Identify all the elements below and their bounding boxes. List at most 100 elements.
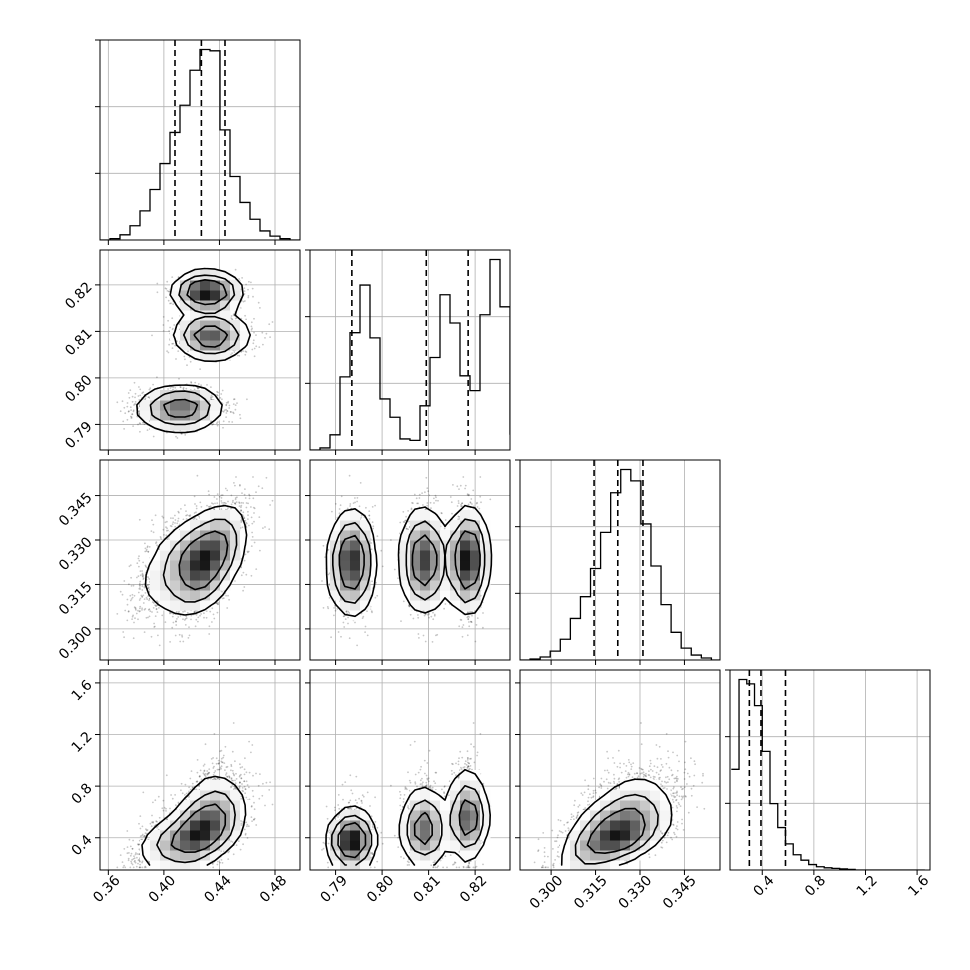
scatter-point bbox=[217, 391, 220, 394]
density-cell bbox=[170, 400, 181, 411]
density-cell bbox=[190, 310, 201, 321]
density-cell bbox=[180, 400, 191, 411]
density-cell bbox=[190, 420, 201, 431]
scatter-point bbox=[248, 280, 250, 283]
histogram-bin bbox=[180, 105, 190, 240]
scatter-point bbox=[234, 408, 237, 411]
scatter-point bbox=[132, 410, 135, 413]
scatter-point bbox=[137, 423, 139, 426]
scatter-point bbox=[232, 412, 235, 415]
scatter-point bbox=[225, 416, 228, 418]
histogram-bin bbox=[210, 51, 220, 240]
scatter-point bbox=[145, 565, 147, 568]
density-cell bbox=[170, 290, 181, 301]
density-cell bbox=[180, 280, 191, 291]
scatter-point bbox=[261, 331, 264, 334]
scatter-point bbox=[190, 381, 193, 384]
contours bbox=[136, 267, 251, 434]
scatter-point bbox=[231, 318, 233, 320]
scatter-point bbox=[221, 389, 224, 392]
scatter-point bbox=[175, 610, 178, 613]
scatter-point bbox=[225, 412, 228, 414]
scatter-point bbox=[123, 406, 126, 409]
scatter-point bbox=[141, 572, 144, 575]
scatter-point bbox=[225, 401, 228, 404]
density-cell bbox=[190, 350, 201, 361]
scatter-point bbox=[142, 421, 144, 424]
scatter-point bbox=[230, 315, 233, 317]
scatter-point bbox=[251, 348, 254, 351]
scatter-point bbox=[148, 396, 151, 399]
scatter-point bbox=[236, 354, 239, 357]
grid bbox=[310, 250, 510, 450]
density-cell bbox=[190, 290, 201, 301]
scatter-point bbox=[138, 599, 141, 601]
scatter-point bbox=[265, 476, 268, 479]
scatter-point bbox=[127, 410, 130, 413]
density-cell bbox=[170, 390, 181, 401]
contour-line bbox=[163, 279, 229, 418]
scatter-point bbox=[244, 300, 246, 302]
density-cell bbox=[200, 310, 211, 321]
scatter-point bbox=[251, 327, 254, 330]
scatter-point bbox=[142, 391, 145, 394]
density-cells bbox=[140, 270, 251, 431]
scatter-point bbox=[172, 342, 175, 345]
scatter-point bbox=[141, 392, 144, 395]
density-cell bbox=[150, 390, 161, 401]
scatter-point bbox=[147, 586, 150, 589]
scatter-point bbox=[271, 321, 274, 323]
scatter-point bbox=[222, 410, 225, 413]
density-cell bbox=[230, 300, 241, 311]
histogram-bin bbox=[360, 285, 370, 450]
scatter-point bbox=[227, 402, 229, 404]
scatter-point bbox=[212, 423, 215, 426]
scatter-point bbox=[185, 387, 188, 390]
scatter-point bbox=[167, 319, 170, 322]
scatter-panel-2-1: 0.790.800.810.82 bbox=[62, 249, 301, 455]
density-cell bbox=[230, 290, 241, 301]
scatter-point bbox=[251, 287, 254, 290]
scatter-point bbox=[239, 417, 242, 420]
scatter-point bbox=[193, 388, 196, 391]
scatter-point bbox=[171, 523, 174, 525]
scatter-point bbox=[166, 290, 169, 292]
contour-line bbox=[136, 267, 251, 434]
density-cell bbox=[180, 310, 191, 321]
scatter-point bbox=[183, 355, 186, 358]
scatter-point bbox=[213, 508, 216, 511]
density-cell bbox=[240, 320, 251, 331]
scatter-point bbox=[130, 409, 133, 411]
histogram-bin bbox=[440, 295, 450, 450]
scatter-point bbox=[230, 317, 233, 319]
scatter-point bbox=[156, 291, 159, 294]
scatter-point bbox=[162, 316, 165, 318]
panel-content bbox=[116, 474, 274, 647]
density-cell bbox=[190, 400, 201, 411]
scatter-point bbox=[222, 420, 225, 423]
scatter-point bbox=[143, 423, 146, 426]
scatter-point bbox=[169, 302, 171, 305]
histogram-bin bbox=[400, 439, 410, 450]
scatter-point bbox=[133, 381, 136, 384]
scatter-point bbox=[167, 388, 170, 390]
scatter-point bbox=[129, 389, 132, 392]
scatter-point bbox=[241, 277, 244, 279]
scatter-point bbox=[243, 293, 246, 295]
density-cell bbox=[210, 310, 221, 321]
density-cell bbox=[220, 270, 231, 281]
scatter-point bbox=[182, 386, 185, 389]
scatter-point bbox=[269, 336, 271, 338]
scatter-point bbox=[164, 287, 167, 290]
histogram-bin bbox=[240, 202, 250, 240]
scatter-point bbox=[243, 290, 246, 292]
scatter-point bbox=[194, 381, 197, 384]
scatter-point bbox=[255, 345, 258, 348]
scatter-point bbox=[168, 343, 171, 346]
scatter-point bbox=[244, 314, 247, 317]
scatter-point bbox=[167, 529, 170, 532]
scatter-point bbox=[232, 411, 234, 414]
scatter-point bbox=[138, 399, 141, 401]
density-cell bbox=[150, 420, 161, 431]
